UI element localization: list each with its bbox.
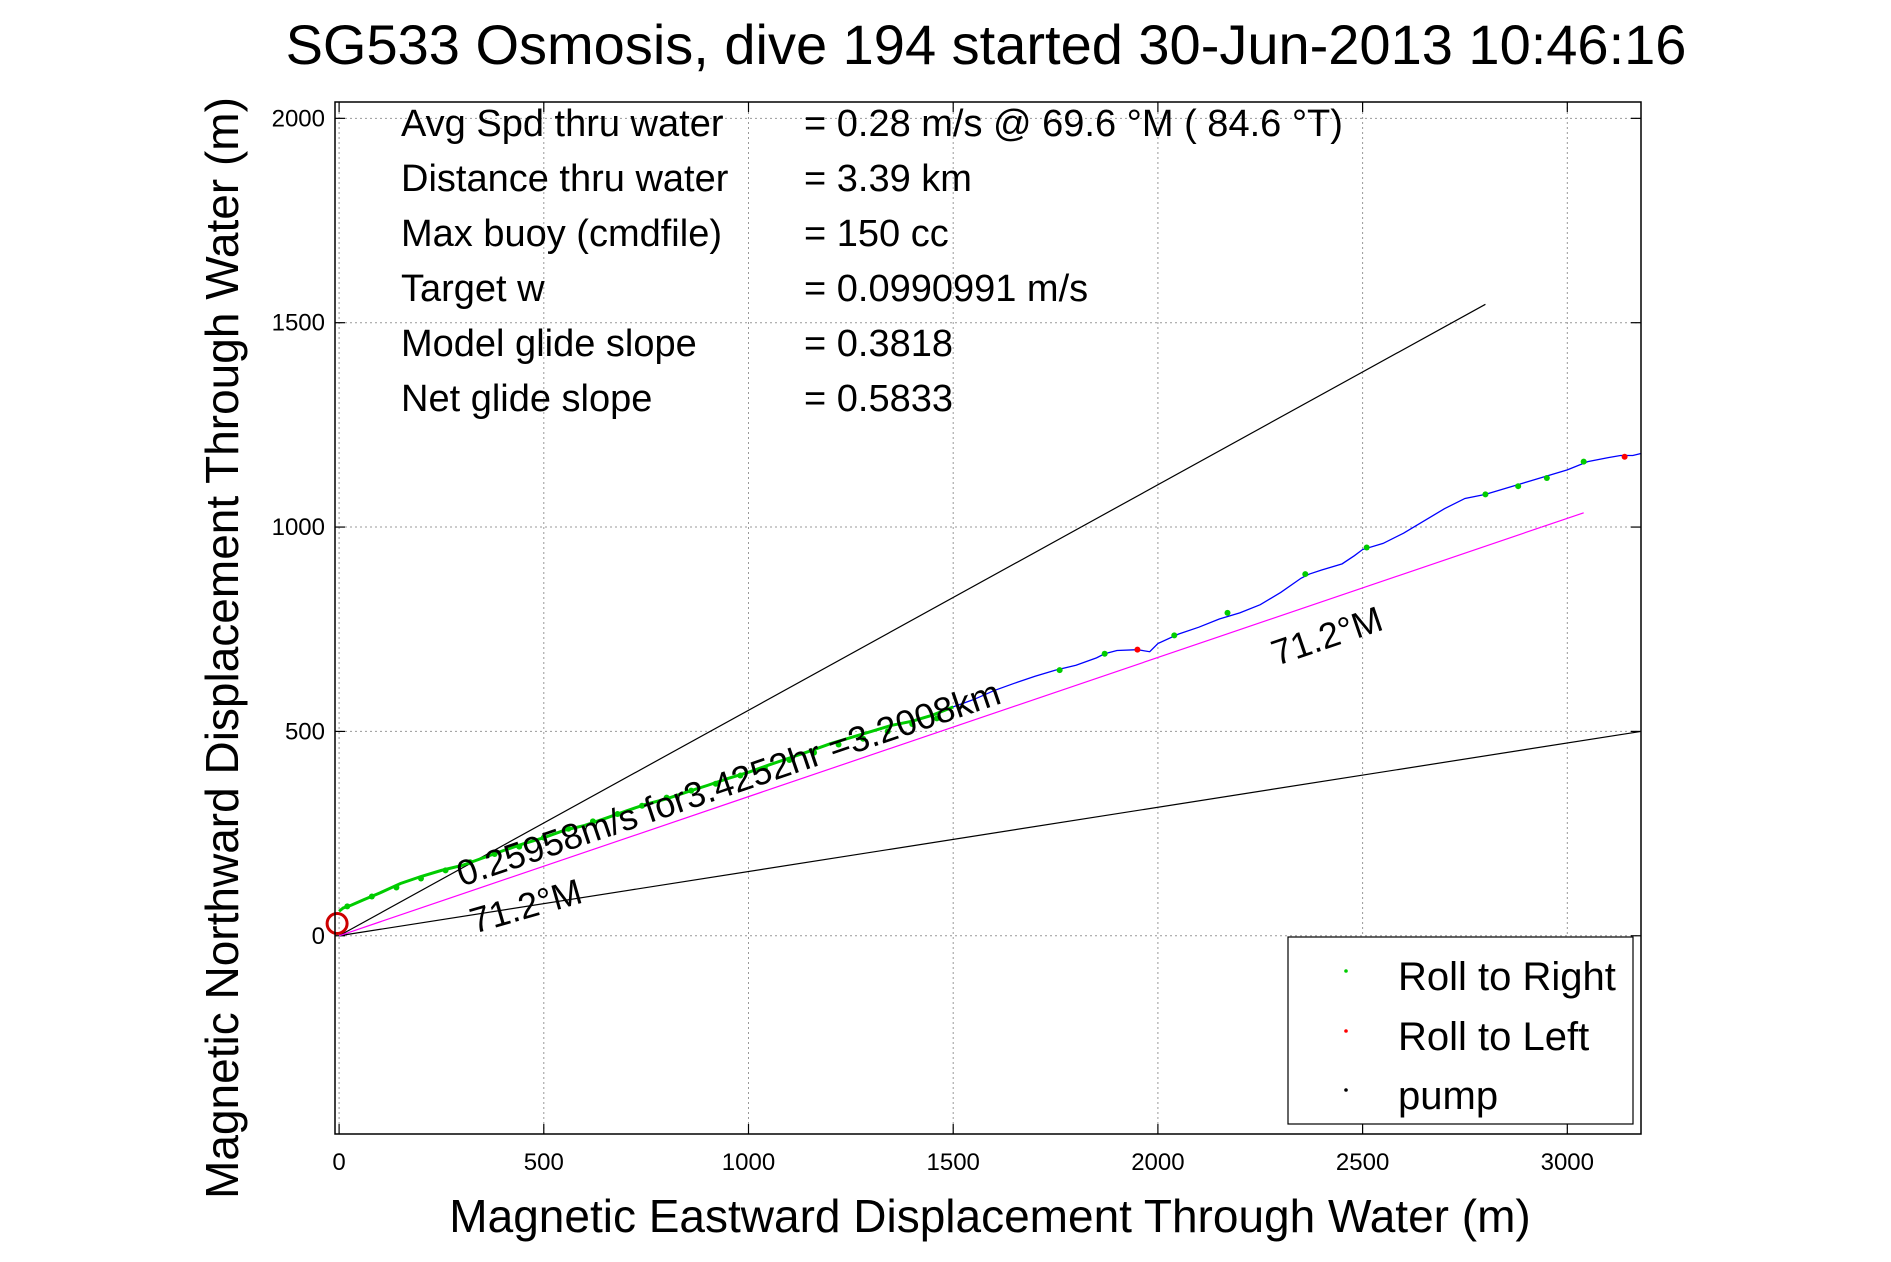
stat-value: = 0.0990991 m/s xyxy=(804,268,1088,310)
point-roll-to-right xyxy=(761,765,768,772)
y-tick-label: 500 xyxy=(285,718,325,745)
y-axis-label: Magnetic Northward Displacement Through … xyxy=(196,97,248,1199)
point-roll-to-right xyxy=(1302,571,1309,578)
stat-value: = 3.39 km xyxy=(804,158,972,200)
point-roll-to-right xyxy=(786,757,793,764)
x-tick-label: 1500 xyxy=(927,1149,980,1176)
x-tick-label: 3000 xyxy=(1541,1149,1594,1176)
stat-value: = 150 cc xyxy=(804,213,949,255)
point-roll-to-right xyxy=(835,741,842,748)
reference-lines xyxy=(338,303,1642,937)
point-roll-to-right xyxy=(860,735,867,742)
series-group xyxy=(325,452,1642,936)
y-axis-ticks: 0 500 1000 1500 2000 xyxy=(272,105,1641,950)
stat-label: Avg Spd thru water xyxy=(401,103,724,145)
point-roll-to-right xyxy=(909,721,916,728)
point-roll-to-right xyxy=(737,772,744,779)
point-roll-to-right xyxy=(344,903,351,910)
point-roll-to-left xyxy=(1621,453,1628,460)
point-roll-to-right xyxy=(1363,544,1370,551)
legend-marker-roll-right xyxy=(1344,969,1348,973)
point-roll-to-right xyxy=(1580,458,1587,465)
point-roll-to-right xyxy=(565,825,572,832)
plot-frame xyxy=(334,101,1642,1135)
point-roll-to-right xyxy=(1543,475,1550,482)
y-tick-label: 1000 xyxy=(272,514,325,541)
x-axis-label: Magnetic Eastward Displacement Through W… xyxy=(449,1190,1530,1242)
point-roll-to-right xyxy=(540,834,547,841)
point-roll-to-right xyxy=(712,780,719,787)
legend: Roll to Right Roll to Left pump xyxy=(1287,936,1634,1125)
point-roll-to-right xyxy=(1224,609,1231,616)
y-tick-label: 2000 xyxy=(272,105,325,132)
reference-line-heading xyxy=(338,512,1584,937)
point-roll-to-right xyxy=(663,794,670,801)
x-tick-label: 1000 xyxy=(722,1149,775,1176)
legend-marker-roll-left xyxy=(1344,1029,1348,1033)
legend-marker-pump xyxy=(1344,1088,1348,1092)
x-axis-ticks: 0 500 1000 1500 2000 2500 3000 xyxy=(332,102,1594,1176)
point-roll-to-right xyxy=(491,851,498,858)
point-roll-to-right xyxy=(933,715,940,722)
point-roll-to-right xyxy=(368,893,375,900)
legend-label-pump: pump xyxy=(1398,1074,1498,1118)
stat-label: Target w xyxy=(401,268,545,310)
y-tick-label: 1500 xyxy=(272,310,325,337)
point-roll-to-right xyxy=(639,802,646,809)
y-tick-label: 0 xyxy=(312,923,325,950)
series-line-roll-right-dense xyxy=(338,705,954,913)
point-roll-to-left xyxy=(1134,646,1141,653)
start-marker xyxy=(325,912,349,936)
stats-block: Avg Spd thru water = 0.28 m/s @ 69.6 °M (… xyxy=(401,103,1343,420)
point-roll-to-right xyxy=(467,859,474,866)
legend-label-roll-right: Roll to Right xyxy=(1398,955,1616,999)
legend-label-roll-left: Roll to Left xyxy=(1398,1015,1589,1059)
stat-value: = 0.5833 xyxy=(804,378,953,420)
reference-line-lower-bound xyxy=(339,730,1642,937)
point-roll-to-right xyxy=(1482,491,1489,498)
stat-label: Distance thru water xyxy=(401,158,729,200)
stat-label: Model glide slope xyxy=(401,323,697,365)
point-roll-to-right xyxy=(1056,667,1063,674)
stat-value: = 0.28 m/s @ 69.6 °M ( 84.6 °T) xyxy=(804,103,1343,145)
point-roll-to-right xyxy=(1171,632,1178,639)
x-tick-label: 2000 xyxy=(1131,1149,1184,1176)
stat-label: Net glide slope xyxy=(401,378,652,420)
point-roll-to-right xyxy=(393,884,400,891)
point-roll-to-right xyxy=(516,843,523,850)
stat-label: Max buoy (cmdfile) xyxy=(401,213,722,255)
point-roll-to-right xyxy=(589,818,596,825)
point-roll-to-right xyxy=(417,875,424,882)
point-roll-to-right xyxy=(811,749,818,756)
x-tick-label: 2500 xyxy=(1336,1149,1389,1176)
point-roll-to-right xyxy=(614,810,621,817)
point-roll-to-right xyxy=(1515,483,1522,490)
point-roll-to-right xyxy=(442,867,449,874)
point-roll-to-right xyxy=(688,787,695,794)
chart-title: SG533 Osmosis, dive 194 started 30-Jun-2… xyxy=(286,13,1687,76)
x-tick-label: 500 xyxy=(524,1149,564,1176)
reference-line-upper-bound xyxy=(338,303,1486,937)
stat-value: = 0.3818 xyxy=(804,323,953,365)
x-tick-label: 0 xyxy=(332,1149,345,1176)
point-roll-to-right xyxy=(884,728,891,735)
point-roll-to-right xyxy=(1101,650,1108,657)
